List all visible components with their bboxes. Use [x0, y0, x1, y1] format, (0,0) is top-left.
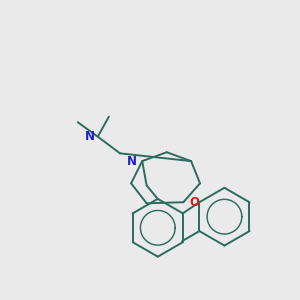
- Text: N: N: [84, 130, 94, 143]
- Text: O: O: [189, 196, 199, 209]
- Text: N: N: [127, 154, 137, 168]
